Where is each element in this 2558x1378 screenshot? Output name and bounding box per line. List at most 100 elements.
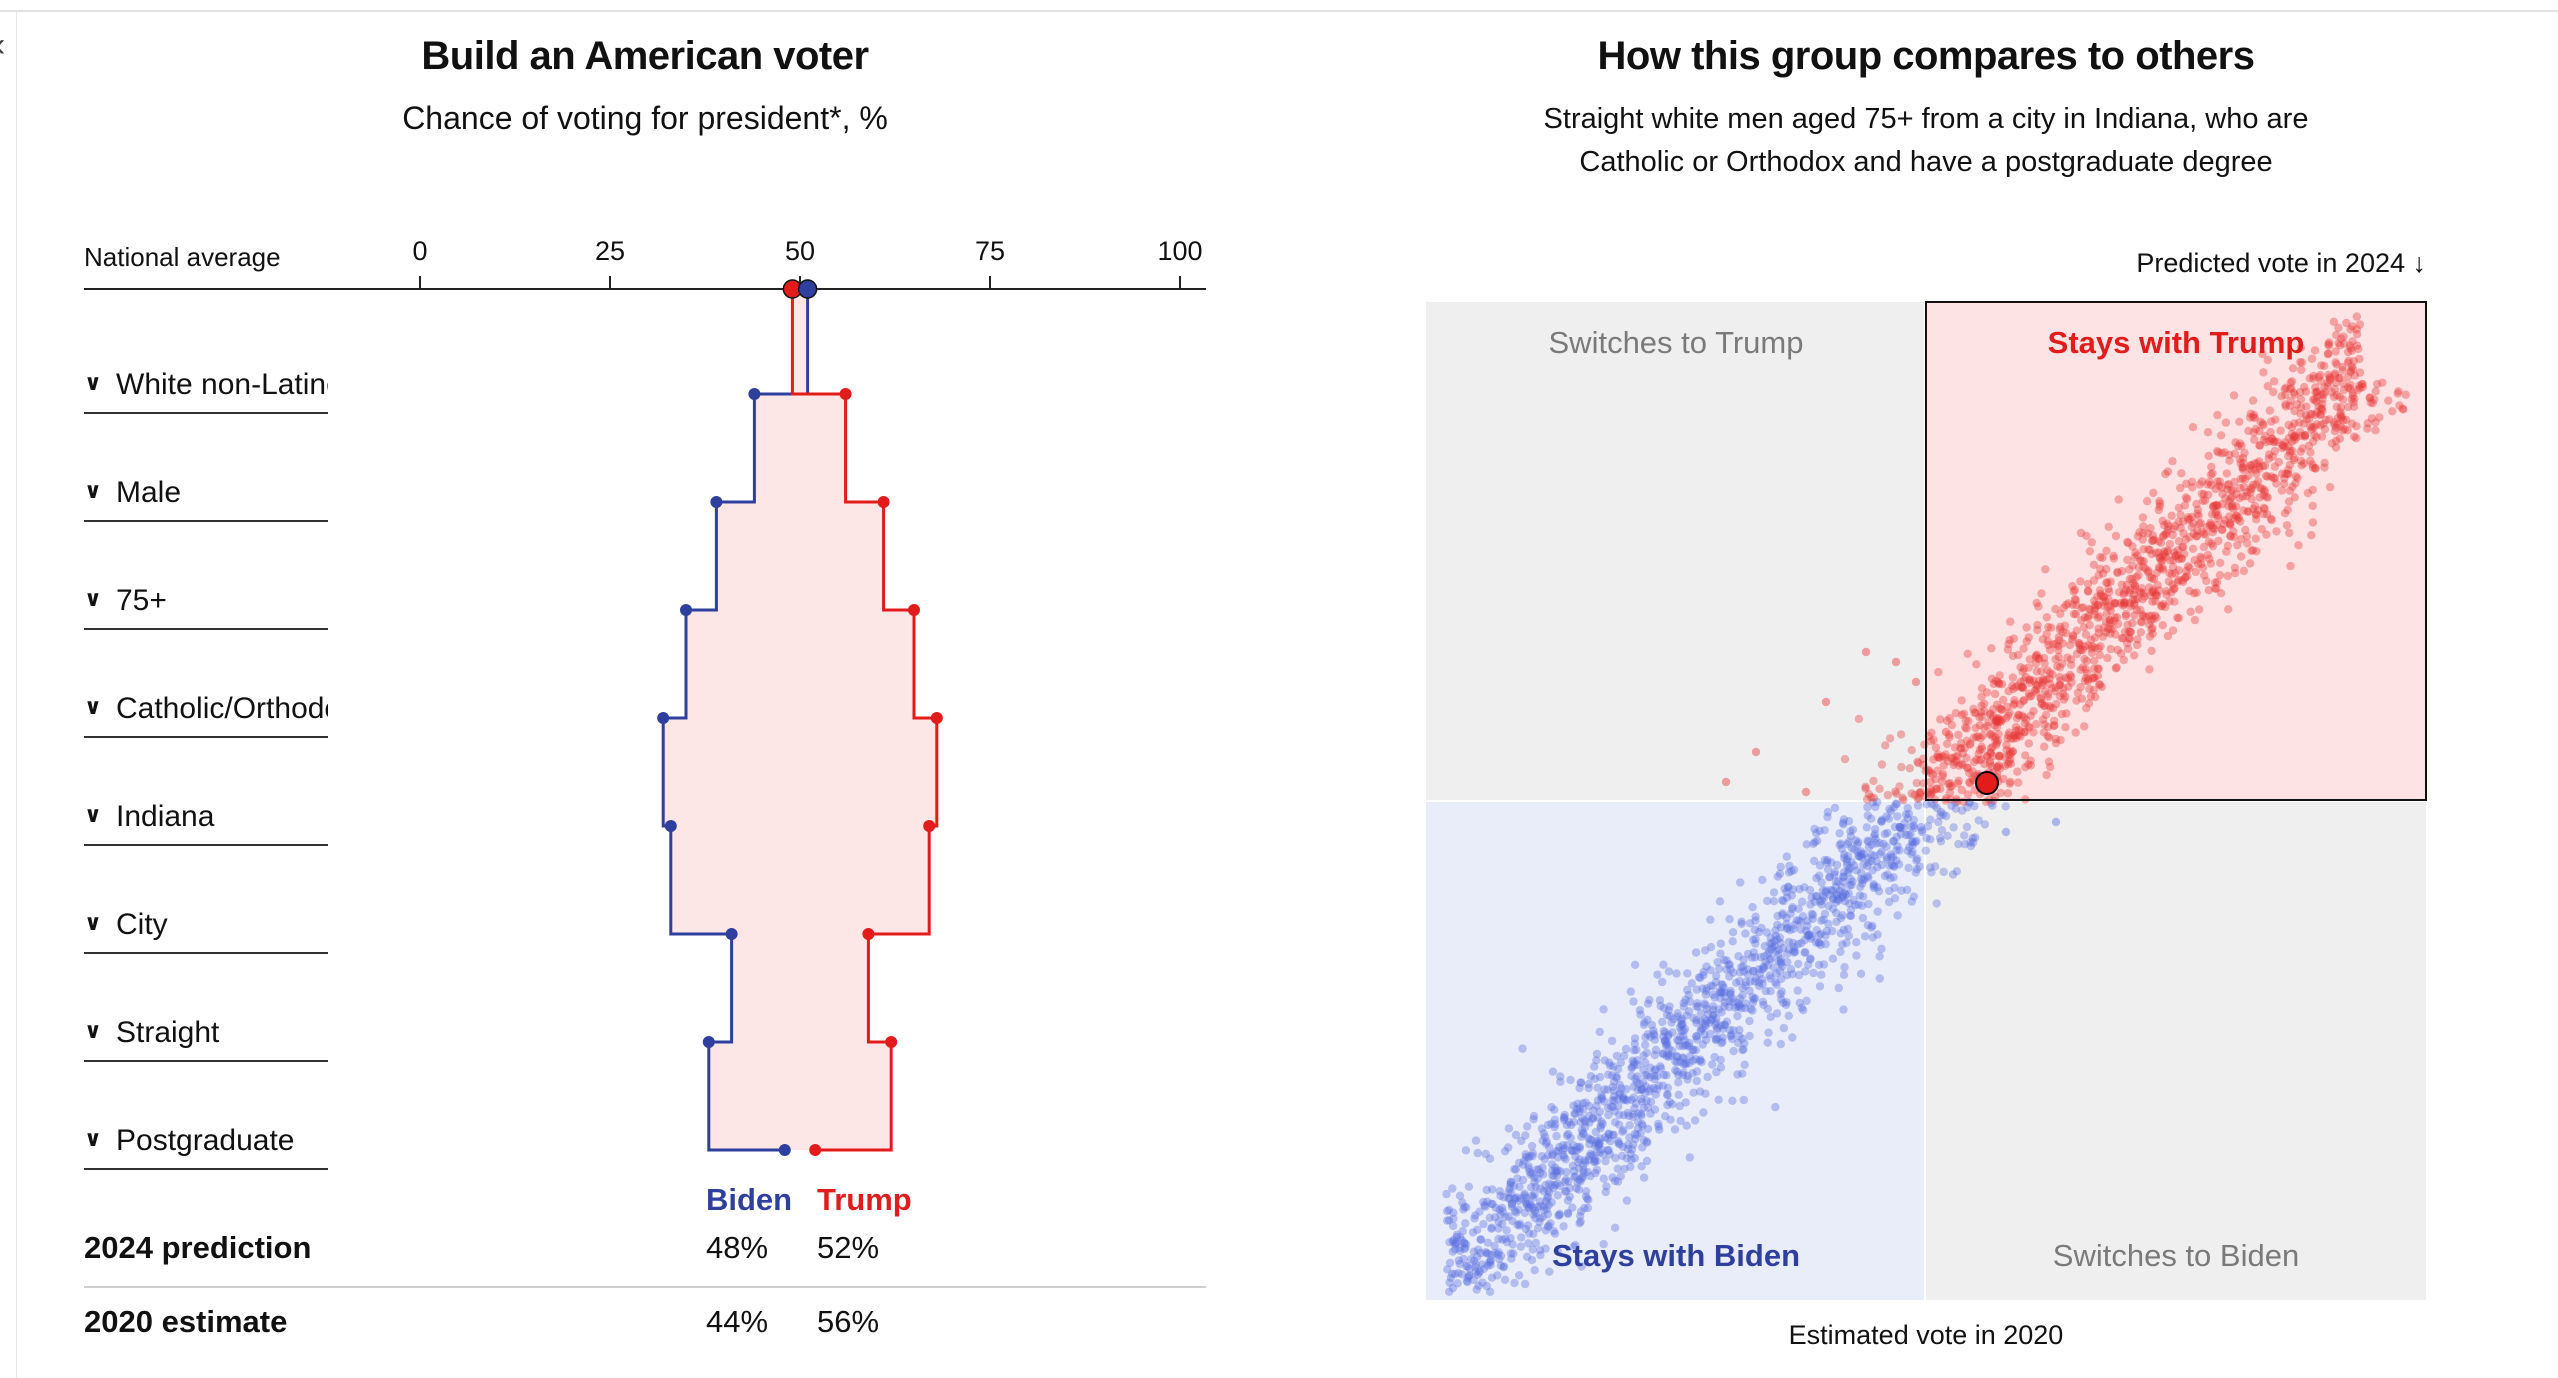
scatter-point (1674, 1036, 1683, 1046)
scatter-point (2081, 665, 2090, 674)
scatter-point (1530, 1190, 1539, 1199)
scatter-point (1735, 976, 1744, 986)
scatter-point (2129, 590, 2139, 599)
scatter-point (2114, 588, 2124, 597)
scatter-point (1837, 893, 1847, 902)
scatter-point (2261, 471, 2271, 481)
scatter-point (1788, 904, 1797, 914)
scatter-point (2165, 597, 2174, 606)
scatter-point (2155, 502, 2164, 511)
scatter-point (2290, 390, 2299, 399)
scatter-point (2158, 532, 2168, 541)
attribute-dropdown-sexuality[interactable]: ∨ Straight (84, 1016, 328, 1062)
scatter-point (1615, 1140, 1624, 1149)
scatter-point (2225, 497, 2234, 506)
scatter-point (1537, 1152, 1546, 1161)
scatter-point (1631, 1074, 1640, 1084)
scatter-point (1795, 998, 1804, 1008)
scatter-point (1558, 1141, 1568, 1150)
scatter-point (1712, 971, 1721, 980)
scatter-point (2165, 539, 2175, 549)
scatter-point (1651, 1065, 1660, 1074)
scatter-point (1825, 872, 1835, 882)
scatter-point (2238, 463, 2248, 472)
scatter-point (1810, 824, 1819, 834)
chevron-left-icon[interactable]: ‹ (0, 28, 5, 62)
attribute-dropdown-education[interactable]: ∨ Postgraduate (84, 1124, 328, 1170)
scatter-point (1877, 817, 1886, 826)
scatter-point (2296, 456, 2306, 466)
scatter-point (1879, 839, 1888, 849)
scatter-point (1832, 908, 1841, 918)
scatter-point (1701, 990, 1711, 999)
scatter-point (1926, 737, 1936, 746)
attribute-dropdown-religion[interactable]: ∨ Catholic/Orthodox (84, 692, 328, 738)
scatter-point (2281, 402, 2290, 411)
scatter-point (1857, 901, 1867, 910)
scatter-point (1685, 1153, 1695, 1162)
scatter-point (1808, 914, 1817, 924)
scatter-point (1773, 920, 1782, 929)
scatter-point (2119, 590, 2128, 599)
scatter-point (1594, 1140, 1603, 1149)
scatter-point (1877, 847, 1886, 856)
scatter-point (1486, 1260, 1495, 1270)
scatter-point (2012, 714, 2022, 723)
scatter-point (2348, 391, 2358, 400)
scatter-point (2010, 696, 2019, 705)
scatter-point (2337, 334, 2346, 343)
scatter-point (1850, 861, 1859, 870)
table-divider (84, 1286, 1206, 1288)
scatter-point (2160, 549, 2169, 558)
scatter-point (1554, 1146, 1563, 1156)
scatter-point (1535, 1217, 1544, 1227)
scatter-point (1478, 1278, 1487, 1287)
scatter-point (1784, 1011, 1794, 1020)
attribute-dropdown-area[interactable]: ∨ City (84, 908, 328, 954)
window-top-border (0, 0, 2558, 12)
scatter-point (1782, 919, 1791, 929)
scatter-point (1836, 947, 1845, 956)
attribute-dropdown-state[interactable]: ∨ Indiana (84, 800, 328, 846)
scatter-point (1660, 1028, 1670, 1037)
scatter-point (2234, 513, 2243, 522)
scatter-point (1636, 1010, 1645, 1019)
scatter-point (1491, 1203, 1501, 1213)
scatter-point (2098, 569, 2108, 578)
scatter-point (1614, 1102, 1623, 1111)
attribute-dropdown-ethnicity[interactable]: ∨ White non-Latino (84, 368, 328, 414)
scatter-point (2045, 733, 2054, 742)
scatter-point (1759, 962, 1768, 971)
scatter-point (2102, 546, 2111, 555)
scatter-point (1738, 1045, 1747, 1055)
scatter-point (1702, 1016, 1711, 1026)
scatter-point (1939, 761, 1948, 770)
scatter-point (1692, 985, 1702, 994)
scatter-point (2327, 439, 2337, 448)
scatter-point (2307, 531, 2316, 540)
scatter-point (1654, 1081, 1664, 1090)
scatter-point (2339, 385, 2349, 395)
scatter-point (2037, 700, 2046, 709)
highlighted-group-point[interactable] (1975, 771, 1999, 795)
scatter-point (1815, 871, 1824, 880)
scatter-point (1536, 1201, 1545, 1211)
scatter-point (1836, 839, 1846, 848)
scatter-point (1692, 1035, 1702, 1044)
scatter-point (1622, 1096, 1632, 1105)
attribute-dropdown-sex[interactable]: ∨ Male (84, 476, 328, 522)
scatter-point (1532, 1165, 1541, 1174)
scatter-point (2257, 525, 2266, 534)
scatter-point (2145, 632, 2155, 641)
attribute-dropdown-age[interactable]: ∨ 75+ (84, 584, 328, 630)
scatter-point (1543, 1120, 1553, 1130)
scatter-point (1754, 978, 1764, 987)
scatter-point (2063, 653, 2072, 662)
scatter-point (1549, 1226, 1558, 1236)
scatter-point (1643, 1103, 1653, 1112)
scatter-point (1702, 962, 1711, 971)
scatter-point (2301, 430, 2310, 440)
scatter-point (2020, 727, 2029, 737)
scatter-point (2095, 612, 2104, 621)
scatter-point (1449, 1208, 1458, 1217)
